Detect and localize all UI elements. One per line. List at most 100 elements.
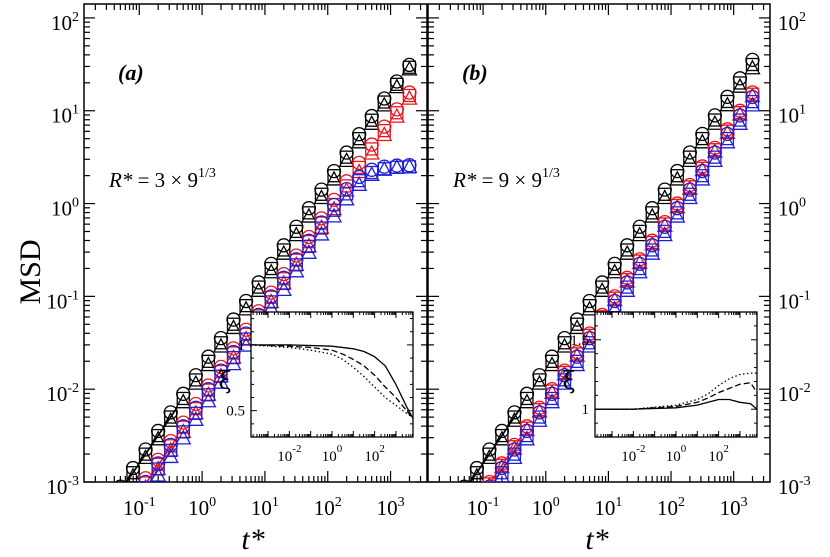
data-point [570, 317, 584, 331]
data-point [581, 300, 598, 316]
data-point [656, 226, 673, 242]
data-point [557, 373, 572, 387]
data-point [619, 244, 636, 260]
inset-y-axis-title-b: ξ [562, 367, 575, 395]
data-point [175, 393, 192, 409]
inset-frame-a [250, 311, 414, 438]
data-point [288, 226, 305, 242]
x-tick-label-b: 103 [720, 495, 748, 520]
data-point [631, 263, 648, 279]
data-point [457, 525, 471, 538]
inset-a: 0.5 1 10-2 100 102 ξ [218, 311, 414, 465]
series-black-square [126, 60, 417, 480]
data-point [695, 169, 710, 183]
data-point [351, 133, 368, 149]
data-point [520, 391, 534, 406]
data-point [388, 78, 405, 94]
data-point [645, 206, 659, 220]
data-point [101, 536, 115, 549]
data-point [445, 499, 458, 512]
data-point [212, 337, 230, 353]
data-point [200, 356, 217, 372]
data-point [114, 519, 126, 531]
data-point [570, 354, 584, 368]
inset-curve-dotted-a [250, 344, 414, 418]
data-point [313, 225, 330, 241]
data-point [744, 59, 761, 75]
inset-b: 1 1.5 10-2 100 102 ξ [562, 311, 758, 465]
data-point [176, 425, 190, 439]
data-point [365, 142, 379, 156]
data-point [314, 187, 329, 201]
data-point [745, 94, 760, 109]
y-tick-label-a: 101 [51, 103, 79, 128]
guide-line-red [145, 437, 178, 482]
data-point [520, 428, 534, 443]
data-point [151, 462, 165, 476]
data-point [275, 244, 292, 260]
data-point [595, 280, 609, 294]
data-point [264, 261, 278, 276]
data-point [214, 336, 228, 350]
data-point [376, 96, 393, 112]
data-point [446, 541, 458, 553]
data-point [706, 151, 723, 168]
inset-y-tick-label-b: 1.5 [570, 333, 589, 349]
data-point [187, 374, 204, 390]
radius-annotation-a: R* = 3 × 91/3 [108, 166, 216, 192]
data-point [300, 243, 317, 259]
data-point [151, 428, 165, 443]
data-point [694, 170, 711, 186]
panel-b: 10-1 100 101 102 103 10-3 10-2 10-1 100 101 102 (b)… [427, 3, 811, 553]
data-point [631, 226, 648, 242]
data-point [162, 411, 179, 427]
data-point [518, 393, 536, 409]
data-point [164, 410, 178, 424]
data-point [495, 466, 509, 480]
data-point [314, 221, 329, 235]
data-point [683, 150, 697, 164]
data-point [432, 525, 446, 538]
y-tick-label-a: 10-1 [46, 288, 79, 313]
data-point [338, 151, 355, 168]
x-tick-label-b: 100 [532, 495, 560, 520]
data-point [164, 443, 178, 458]
inset-curve-solid-a [251, 344, 414, 419]
data-point [557, 336, 572, 350]
data-point [288, 262, 305, 278]
data-point [719, 133, 736, 149]
data-point [263, 263, 280, 279]
axis-ticks-b [428, 4, 770, 483]
data-point [89, 546, 102, 557]
data-point [300, 207, 317, 223]
data-point [495, 428, 509, 443]
data-point [201, 388, 216, 402]
data-point [733, 76, 747, 90]
data-point [670, 169, 684, 183]
data-point [251, 280, 266, 294]
y-axis-title: MSD [14, 239, 47, 304]
data-point [351, 175, 368, 191]
x-tick-label-a: 102 [314, 495, 342, 520]
x-tick-label-a: 101 [251, 495, 279, 520]
guide-line-black [125, 407, 178, 482]
data-point [470, 466, 484, 480]
data-point [363, 165, 380, 181]
y-tick-label-a: 10-3 [46, 474, 79, 499]
x-tick-label-b: 10-1 [467, 495, 500, 520]
data-point [745, 57, 760, 72]
data-point [389, 74, 404, 89]
data-point [594, 281, 611, 297]
data-point [720, 131, 735, 146]
data-point [89, 517, 102, 530]
data-point [556, 337, 573, 353]
data-point [339, 150, 354, 164]
y-tick-label-a: 100 [51, 196, 79, 221]
inset-y-tick-label-a: 1 [238, 338, 246, 354]
data-point [518, 430, 536, 446]
data-point [201, 354, 216, 368]
data-point [681, 189, 698, 205]
data-point [137, 448, 154, 465]
x-tick-label-a: 103 [377, 495, 405, 520]
data-point [644, 207, 661, 223]
